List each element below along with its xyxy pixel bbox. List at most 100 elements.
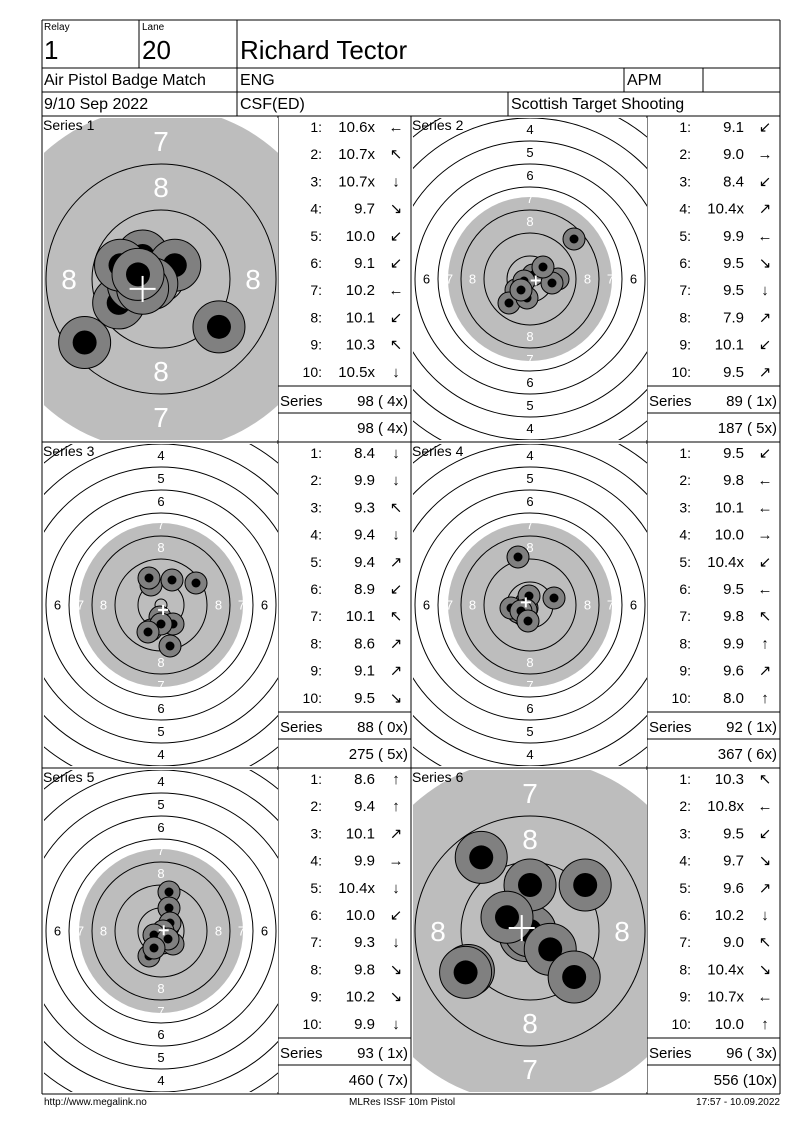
shot-score: 9.5 [723, 445, 744, 462]
ring-number: 8 [61, 264, 77, 295]
shot-score: 10.4x [338, 880, 375, 897]
ring-number: 8 [526, 540, 533, 555]
ring-number: 3 [699, 598, 706, 613]
ring-number: 6 [54, 924, 61, 939]
shot-number: 2: [310, 472, 322, 488]
ring-number: 6 [157, 1027, 164, 1042]
ring-number: 8 [153, 356, 169, 387]
shot-score: 9.5 [723, 825, 744, 842]
shot-score: 10.4x [707, 554, 744, 571]
ring-number: 4 [526, 448, 533, 463]
ring-number: 6 [526, 168, 533, 183]
shot-score: 9.3 [354, 934, 375, 951]
shot-score: 9.5 [723, 581, 744, 598]
ring-number: 6 [157, 494, 164, 509]
shot-score: 8.6 [354, 771, 375, 788]
shot-number: 2: [679, 472, 691, 488]
shot-score: 7.9 [723, 309, 744, 326]
shot-score: 9.4 [354, 798, 375, 815]
ring-number: 4 [526, 421, 533, 436]
shot-direction: ← [758, 228, 773, 245]
shot-direction: → [758, 527, 773, 544]
series-label: Series [280, 1045, 323, 1062]
shot-number: 9: [679, 337, 691, 353]
shot-direction: ↑ [761, 1016, 769, 1033]
shot-center [549, 593, 559, 603]
shot-number: 4: [679, 201, 691, 217]
shot-direction: ↗ [390, 825, 403, 842]
ring-number: 8 [584, 272, 591, 287]
ring-number: 8 [245, 264, 261, 295]
ring-number: 5 [526, 471, 533, 486]
shot-score: 9.5 [723, 364, 744, 381]
shot-number: 2: [310, 798, 322, 814]
shot-score: 9.6 [723, 663, 744, 680]
score-table-1: 1: 10.6x ← 2: 10.7x ↖ 3: 10.7x ↓ 4: 9.7 ↘ 5: 10.0 ↙ 6: 9… [278, 119, 411, 437]
relay-label: Relay [44, 22, 70, 33]
shot-direction: ↘ [390, 961, 403, 978]
shot-direction: ↗ [759, 663, 772, 680]
ring-8 [45, 163, 277, 395]
ring-number: 4 [8, 598, 15, 613]
ring-number: 5 [653, 598, 660, 613]
shot-number: 1: [310, 445, 322, 461]
shot-number: 10: [672, 690, 691, 706]
ring-9 [483, 558, 577, 652]
shot-direction: ↙ [390, 907, 403, 924]
ring-number: 4 [157, 747, 164, 762]
shot-number: 10: [672, 1016, 691, 1032]
shot-direction: ← [389, 119, 404, 136]
athlete-name: Richard Tector [240, 35, 408, 65]
nation: ENG [240, 72, 275, 89]
ring-number: 3 [330, 598, 337, 613]
ring-number: 7 [157, 517, 164, 532]
ring-number: 5 [653, 272, 660, 287]
shot-center [72, 330, 97, 355]
shot-direction: ↗ [390, 554, 403, 571]
shot-number: 10: [303, 1016, 322, 1032]
shot-score: 9.4 [354, 527, 375, 544]
ring-number: 5 [31, 598, 38, 613]
ring-number: 7 [77, 924, 84, 939]
shot-direction: ↗ [390, 635, 403, 652]
ring-6 [414, 489, 646, 721]
ring-9 [91, 209, 231, 349]
shot-center [538, 262, 548, 272]
series-total: 89 ( 1x) [726, 393, 777, 410]
footer-software: MLRes ISSF 10m Pistol [349, 1097, 456, 1108]
shot-center [191, 578, 201, 588]
shot-score: 10.6x [338, 119, 375, 136]
ring-6 [45, 815, 277, 1047]
shot-direction: ↙ [759, 173, 772, 190]
shot-center [516, 285, 526, 295]
shot-number: 5: [310, 554, 322, 570]
ring-number: 8 [153, 172, 169, 203]
shot-direction: ↘ [390, 989, 403, 1006]
shot-number: 7: [310, 934, 322, 950]
shot-number: 9: [310, 989, 322, 1005]
shot-score: 10.0 [346, 228, 375, 245]
ring-number: 7 [157, 843, 164, 858]
shot-score: 10.1 [715, 337, 744, 354]
ring-number: 8 [614, 916, 630, 947]
shot-center [149, 943, 159, 953]
ring-number: 6 [261, 924, 268, 939]
ring-number: 6 [157, 820, 164, 835]
shot-score: 9.3 [354, 499, 375, 516]
shot-direction: ↓ [761, 907, 769, 924]
ring-number: 8 [100, 924, 107, 939]
ring-number: 3 [157, 1096, 164, 1111]
target-3: 333344445555666677778888Series 3 [8, 443, 337, 766]
shot-score: 9.8 [723, 472, 744, 489]
match-date: 9/10 Sep 2022 [44, 96, 149, 113]
ring-5 [413, 466, 647, 744]
shot-score: 9.9 [354, 472, 375, 489]
shot-direction: ↓ [392, 173, 400, 190]
ring-number: 8 [526, 655, 533, 670]
ring-number: 5 [31, 924, 38, 939]
ring-number: 3 [699, 272, 706, 287]
ring-6 [45, 489, 277, 721]
shot-score: 10.1 [715, 499, 744, 516]
ring-5 [44, 792, 278, 1070]
